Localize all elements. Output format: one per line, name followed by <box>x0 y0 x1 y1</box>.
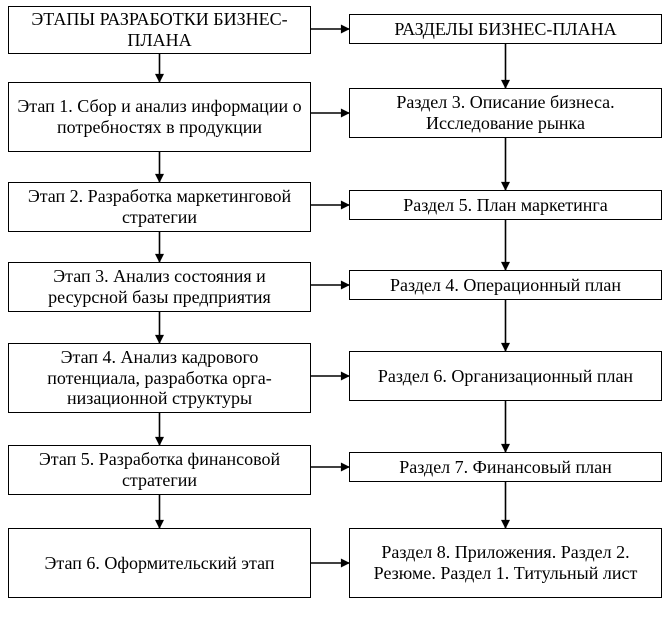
node-R1: Раздел 3. Описание бизнеса. Исследование… <box>349 88 662 138</box>
node-R3: Раздел 4. Операционный план <box>349 270 662 300</box>
flowchart-canvas: ЭТАПЫ РАЗРАБОТКИ БИЗНЕС-ПЛАНА РАЗДЕЛЫ БИЗ… <box>0 0 671 643</box>
node-R6: Раздел 8. Приложения. Раздел 2. Резюме. … <box>349 528 662 598</box>
node-L5: Этап 5. Разработка финансо­вой стратегии <box>8 445 311 495</box>
node-L3: Этап 3. Анализ состояния и ресурсной баз… <box>8 262 311 312</box>
node-L4: Этап 4. Анализ кадрового потенциала, раз… <box>8 343 311 413</box>
node-L1: Этап 1. Сбор и анализ инфор­мации о потр… <box>8 82 311 152</box>
node-R0: РАЗДЕЛЫ БИЗНЕС-ПЛАНА <box>349 14 662 44</box>
node-R2: Раздел 5. План маркетинга <box>349 190 662 220</box>
node-R4: Раздел 6. Организационный план <box>349 351 662 401</box>
node-R5: Раздел 7. Финансовый план <box>349 452 662 482</box>
node-L0: ЭТАПЫ РАЗРАБОТКИ БИЗНЕС-ПЛАНА <box>8 6 311 54</box>
node-L6: Этап 6. Оформительский этап <box>8 528 311 598</box>
node-L2: Этап 2. Разработка маркетин­говой страте… <box>8 182 311 232</box>
